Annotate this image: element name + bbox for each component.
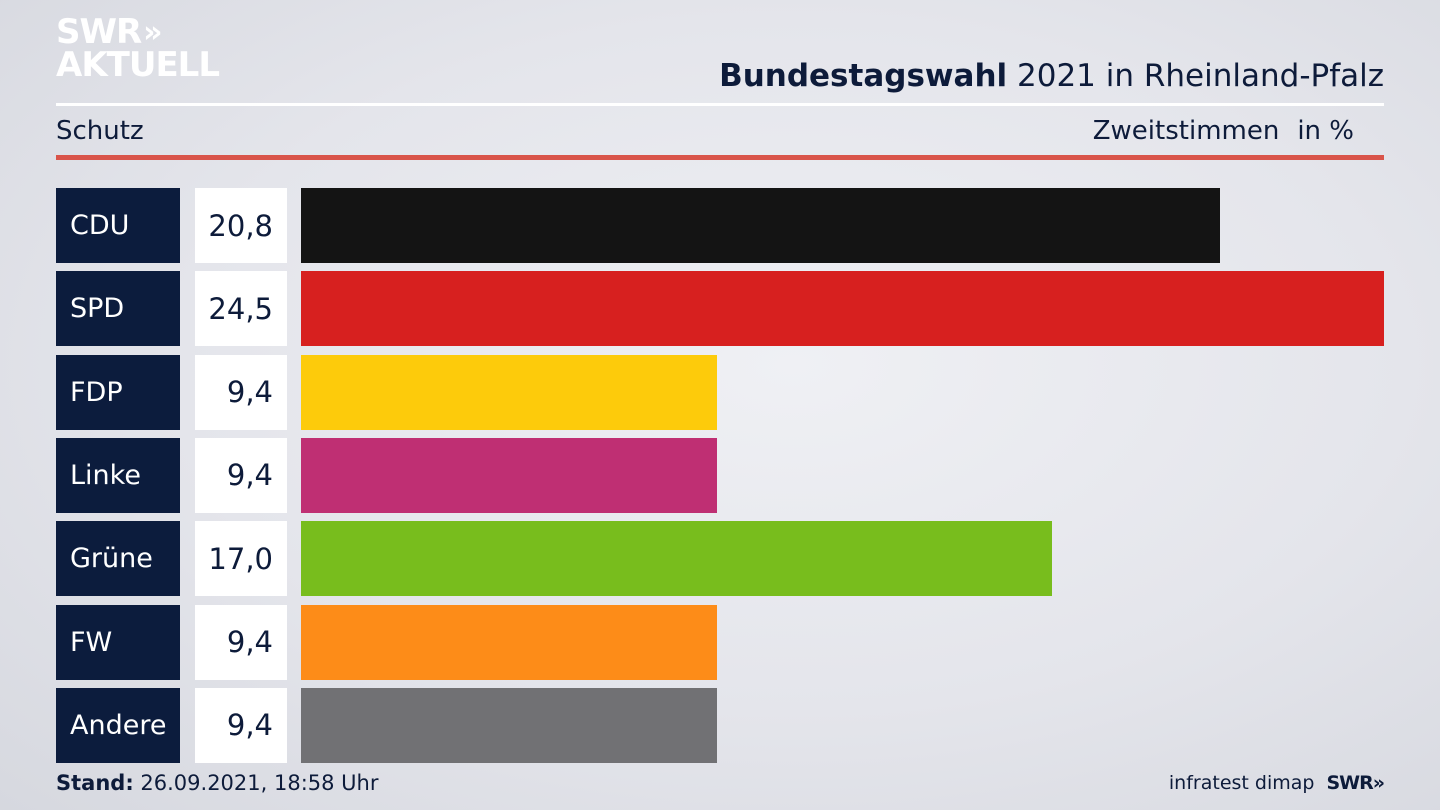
- bar-grüne: [301, 521, 1053, 597]
- bar-row: FW 9,4: [56, 604, 1384, 680]
- bar-row: Andere 9,4: [56, 687, 1384, 763]
- party-label: Andere: [56, 687, 180, 763]
- timestamp: Stand: 26.09.2021, 18:58 Uhr: [56, 771, 379, 795]
- party-label: Grüne: [56, 521, 180, 597]
- unit: in %: [1297, 116, 1354, 146]
- party-label: Linke: [56, 437, 180, 513]
- bar-cdu: [301, 188, 1221, 263]
- unit-label: Zweitstimmen in %: [1093, 116, 1354, 146]
- value-label: 9,4: [195, 687, 287, 763]
- bar-row: CDU 20,8: [56, 188, 1384, 263]
- value-label: 9,4: [195, 354, 287, 430]
- bar-row: Linke 9,4: [56, 437, 1384, 513]
- bar-andere: [301, 687, 717, 763]
- vote-type: Zweitstimmen: [1092, 116, 1280, 146]
- party-label: FDP: [56, 354, 180, 430]
- value-label: 17,0: [195, 521, 287, 597]
- bar-row: SPD 24,5: [56, 271, 1384, 347]
- bar-fdp: [301, 354, 717, 430]
- value-label: 9,4: [195, 437, 287, 513]
- value-label: 9,4: [195, 604, 287, 680]
- party-label: CDU: [56, 188, 180, 263]
- bar-linke: [301, 437, 717, 513]
- title-bold: Bundestagswahl: [719, 58, 1008, 94]
- stand-label: Stand:: [56, 771, 134, 795]
- swr-aktuell-logo: SWR» AKTUELL: [56, 12, 220, 86]
- bar-row: Grüne 17,0: [56, 521, 1384, 597]
- stand-value: 26.09.2021, 18:58 Uhr: [133, 771, 379, 795]
- bar-row: FDP 9,4: [56, 354, 1384, 430]
- title-rest: 2021 in Rheinland-Pfalz: [1007, 58, 1384, 94]
- accent-divider: [56, 155, 1384, 160]
- bar-spd: [301, 271, 1384, 347]
- subtitle: Schutz: [56, 116, 144, 146]
- value-label: 20,8: [195, 188, 287, 263]
- value-label: 24,5: [195, 271, 287, 347]
- logo-chevrons-icon: »: [143, 14, 163, 50]
- footer-credits: infratest dimap SWR»: [1168, 772, 1385, 794]
- header-divider: [56, 103, 1384, 106]
- swr-brand: SWR»: [1326, 772, 1385, 794]
- logo-line2: AKTUELL: [56, 45, 220, 86]
- page-title: Bundestagswahl 2021 in Rheinland-Pfalz: [719, 58, 1384, 94]
- party-label: FW: [56, 604, 180, 680]
- source-label: infratest dimap: [1168, 772, 1315, 794]
- party-label: SPD: [56, 271, 180, 347]
- logo-line1: SWR: [56, 12, 142, 52]
- bar-fw: [301, 604, 717, 680]
